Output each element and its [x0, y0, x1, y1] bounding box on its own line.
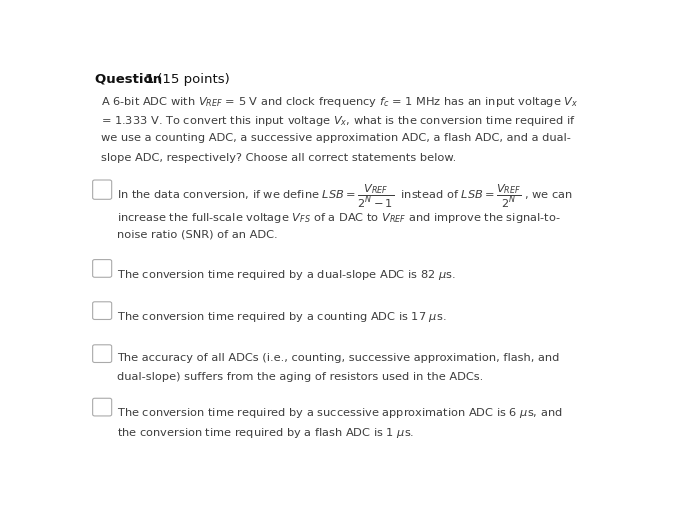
- Text: noise ratio (SNR) of an ADC.: noise ratio (SNR) of an ADC.: [117, 230, 278, 240]
- Text: (15 points): (15 points): [153, 73, 230, 86]
- Text: slope ADC, respectively? Choose all correct statements below.: slope ADC, respectively? Choose all corr…: [101, 152, 456, 163]
- FancyBboxPatch shape: [93, 398, 112, 416]
- Text: increase the full-scale voltage $V_{FS}$ of a DAC to $V_{REF}$ and improve the s: increase the full-scale voltage $V_{FS}$…: [117, 210, 561, 224]
- Text: In the data conversion, if we define $LSB = \dfrac{V_{REF}}{2^N - 1}$  instead o: In the data conversion, if we define $LS…: [117, 183, 573, 210]
- Text: A 6-bit ADC with $V_{REF}$ = 5 V and clock frequency $f_c$ = 1 MHz has an input : A 6-bit ADC with $V_{REF}$ = 5 V and clo…: [101, 95, 578, 109]
- Text: the conversion time required by a flash ADC is 1 $\mu$s.: the conversion time required by a flash …: [117, 425, 414, 440]
- FancyBboxPatch shape: [93, 302, 112, 319]
- Text: = 1.333 V. To convert this input voltage $V_x$, what is the conversion time requ: = 1.333 V. To convert this input voltage…: [101, 114, 576, 128]
- Text: Question: Question: [95, 73, 166, 86]
- Text: dual-slope) suffers from the aging of resistors used in the ADCs.: dual-slope) suffers from the aging of re…: [117, 372, 484, 382]
- Text: 1: 1: [145, 73, 153, 86]
- Text: we use a counting ADC, a successive approximation ADC, a flash ADC, and a dual-: we use a counting ADC, a successive appr…: [101, 134, 571, 144]
- FancyBboxPatch shape: [93, 259, 112, 277]
- Text: The accuracy of all ADCs (i.e., counting, successive approximation, flash, and: The accuracy of all ADCs (i.e., counting…: [117, 353, 559, 363]
- Text: The conversion time required by a counting ADC is 17 $\mu$s.: The conversion time required by a counti…: [117, 310, 447, 324]
- Text: The conversion time required by a successive approximation ADC is 6 $\mu$s, and: The conversion time required by a succes…: [117, 406, 563, 420]
- Text: The conversion time required by a dual-slope ADC is 82 $\mu$s.: The conversion time required by a dual-s…: [117, 268, 456, 282]
- FancyBboxPatch shape: [93, 180, 112, 199]
- FancyBboxPatch shape: [93, 345, 112, 362]
